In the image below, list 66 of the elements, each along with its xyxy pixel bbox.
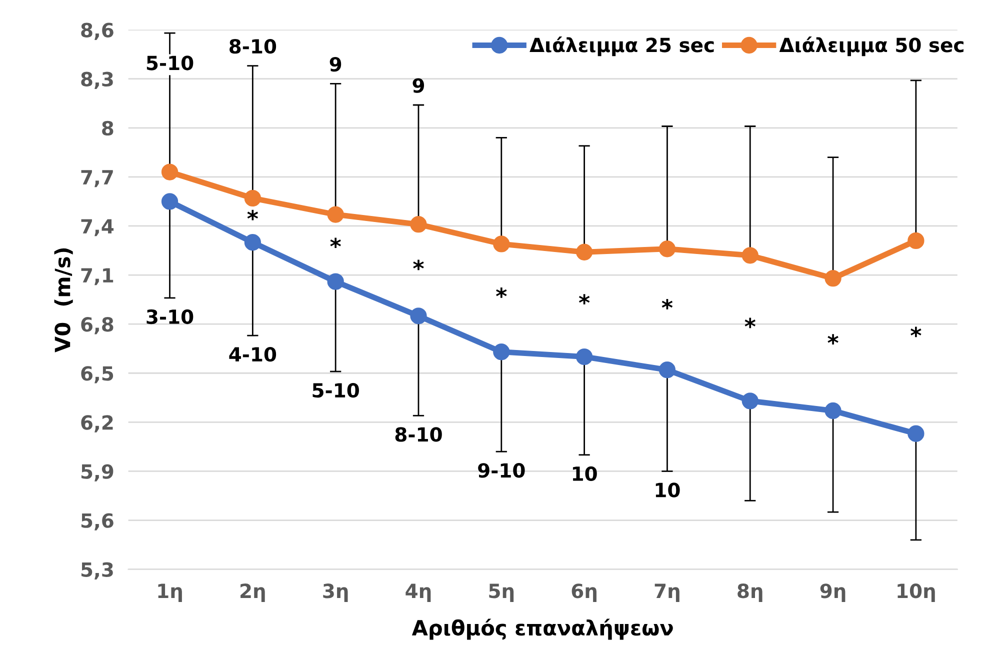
legend-label: Διάλειμμα 50 sec (779, 36, 964, 56)
y-tick-label: 8 (102, 120, 114, 136)
x-tick-label: 8η (738, 584, 762, 602)
x-tick-label: 9η (820, 584, 846, 602)
point (908, 232, 924, 250)
y-tick-label: 6,8 (81, 317, 114, 334)
point (161, 193, 178, 210)
point (327, 206, 344, 223)
annotation: * (413, 260, 424, 270)
x-tick-label: 2η (240, 584, 265, 602)
annotation: 9 (412, 78, 424, 93)
y-tick-label: 5,3 (81, 562, 113, 580)
point (327, 273, 344, 290)
annotation: * (744, 318, 756, 328)
annotation: 5-10 (146, 56, 194, 70)
point (493, 236, 510, 252)
y-tick-label: 8,3 (81, 72, 113, 89)
annotation: * (910, 326, 922, 338)
point (658, 362, 676, 378)
x-tick-label: 7η (654, 584, 680, 602)
annotation: * (662, 299, 673, 310)
y-tick-label: 5,9 (81, 464, 114, 482)
y-tick-label: 5,6 (81, 513, 114, 530)
point (576, 244, 593, 260)
x-axis-title: Αριθμός επαναλήψεων (412, 618, 673, 640)
annotation: * (330, 238, 341, 248)
annotation: 9-10 (478, 463, 525, 478)
point (824, 270, 842, 287)
point (824, 402, 842, 420)
point (658, 240, 676, 258)
annotation: * (578, 294, 590, 304)
point (908, 425, 924, 442)
y-tick-label: 8,6 (81, 22, 114, 40)
y-axis-title: V0 (m/s) (54, 248, 73, 352)
y-tick-label: 7,1 (81, 268, 114, 286)
point (493, 344, 510, 360)
annotation: * (828, 334, 838, 344)
x-tick-label: 1η (158, 584, 182, 602)
x-tick-label: 3η (323, 584, 348, 602)
annotation: 10 (656, 482, 680, 498)
x-tick-label: 4η (406, 584, 431, 602)
legend-label: Διάλειμμα 25 sec (530, 36, 714, 56)
point (244, 234, 262, 251)
annotation: 4-10 (229, 346, 276, 362)
annotation: 5-10 (312, 382, 359, 398)
y-tick-label: 6,5 (81, 366, 114, 384)
annotation: * (496, 288, 507, 298)
x-tick-label: 5η (489, 584, 514, 602)
y-tick-label: 6,2 (81, 415, 113, 432)
point (742, 392, 758, 410)
annotation: 8-10 (230, 38, 276, 54)
annotation: 10 (572, 466, 597, 482)
point (410, 216, 427, 233)
y-tick-label: 7,7 (81, 170, 113, 188)
point (161, 164, 178, 180)
y-tick-label: 7,4 (81, 219, 114, 236)
point (244, 190, 262, 207)
annotation: 3-10 (146, 309, 194, 324)
x-tick-label: 6η (572, 584, 596, 602)
annotation: 8-10 (395, 427, 442, 442)
point (576, 348, 593, 366)
point (410, 308, 427, 324)
annotation: 9 (330, 56, 342, 72)
annotation: * (247, 210, 258, 220)
x-tick-label: 10η (898, 584, 935, 602)
point (742, 247, 758, 264)
